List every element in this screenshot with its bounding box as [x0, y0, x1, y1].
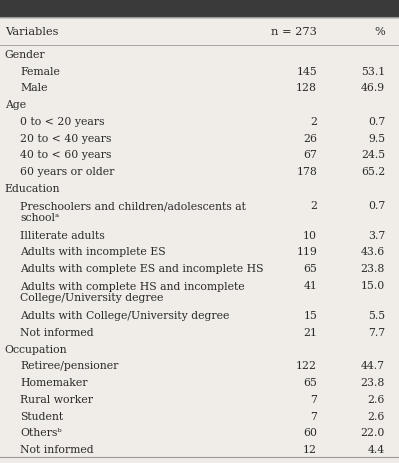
Text: 128: 128 [296, 83, 317, 93]
Text: 43.6: 43.6 [361, 247, 385, 257]
Text: Variables: Variables [5, 27, 58, 37]
Text: 122: 122 [296, 361, 317, 370]
Text: Adults with College/University degree: Adults with College/University degree [20, 310, 229, 320]
Text: Illiterate adults: Illiterate adults [20, 230, 105, 240]
Text: %: % [374, 27, 385, 37]
Text: 2.6: 2.6 [367, 411, 385, 421]
Text: 10: 10 [303, 230, 317, 240]
Text: 7: 7 [310, 411, 317, 421]
Text: Homemaker: Homemaker [20, 377, 87, 387]
Text: 0.7: 0.7 [368, 117, 385, 126]
Text: 20 to < 40 years: 20 to < 40 years [20, 133, 111, 143]
Text: 23.8: 23.8 [361, 263, 385, 274]
Text: 21: 21 [303, 327, 317, 337]
Text: 2.6: 2.6 [367, 394, 385, 404]
Text: 44.7: 44.7 [361, 361, 385, 370]
Text: 40 to < 60 years: 40 to < 60 years [20, 150, 111, 160]
Text: Not informed: Not informed [20, 444, 94, 454]
Text: 178: 178 [296, 167, 317, 177]
Text: Adults with complete ES and incomplete HS: Adults with complete ES and incomplete H… [20, 263, 263, 274]
Text: 15.0: 15.0 [361, 281, 385, 290]
Text: 12: 12 [303, 444, 317, 454]
Text: 0 to < 20 years: 0 to < 20 years [20, 117, 105, 126]
Text: 26: 26 [303, 133, 317, 143]
Text: Male: Male [20, 83, 47, 93]
Text: 53.1: 53.1 [361, 66, 385, 76]
Text: Preschoolers and children/adolescents at
schoolᵃ: Preschoolers and children/adolescents at… [20, 201, 246, 223]
Text: Adults with incomplete ES: Adults with incomplete ES [20, 247, 166, 257]
Text: 119: 119 [296, 247, 317, 257]
Text: 3.7: 3.7 [368, 230, 385, 240]
Bar [0, 0, 399, 18]
Text: 65.2: 65.2 [361, 167, 385, 177]
Text: 4.4: 4.4 [368, 444, 385, 454]
Text: 60 years or older: 60 years or older [20, 167, 115, 177]
Text: n = 273: n = 273 [271, 27, 317, 37]
Text: 67: 67 [303, 150, 317, 160]
Text: 24.5: 24.5 [361, 150, 385, 160]
Text: 46.9: 46.9 [361, 83, 385, 93]
Text: 65: 65 [303, 263, 317, 274]
Text: 23.8: 23.8 [361, 377, 385, 387]
Text: Age: Age [5, 100, 26, 110]
Text: 7.7: 7.7 [368, 327, 385, 337]
Text: Rural worker: Rural worker [20, 394, 93, 404]
Text: 65: 65 [303, 377, 317, 387]
Text: 9.5: 9.5 [368, 133, 385, 143]
Text: 0.7: 0.7 [368, 200, 385, 210]
Text: Gender: Gender [5, 50, 45, 60]
Text: 60: 60 [303, 427, 317, 438]
Text: Retiree/pensioner: Retiree/pensioner [20, 361, 119, 370]
Text: 145: 145 [296, 66, 317, 76]
Text: 5.5: 5.5 [368, 310, 385, 320]
Text: 41: 41 [303, 281, 317, 290]
Text: Not informed: Not informed [20, 327, 94, 337]
Text: Female: Female [20, 66, 60, 76]
Text: Occupation: Occupation [5, 344, 67, 354]
Text: Adults with complete HS and incomplete
College/University degree: Adults with complete HS and incomplete C… [20, 281, 245, 303]
Text: Education: Education [5, 183, 60, 194]
Text: Student: Student [20, 411, 63, 421]
Text: 15: 15 [303, 310, 317, 320]
Text: Othersᵇ: Othersᵇ [20, 427, 61, 438]
Text: 2: 2 [310, 117, 317, 126]
Text: 2: 2 [310, 200, 317, 210]
Text: 22.0: 22.0 [361, 427, 385, 438]
Text: 7: 7 [310, 394, 317, 404]
